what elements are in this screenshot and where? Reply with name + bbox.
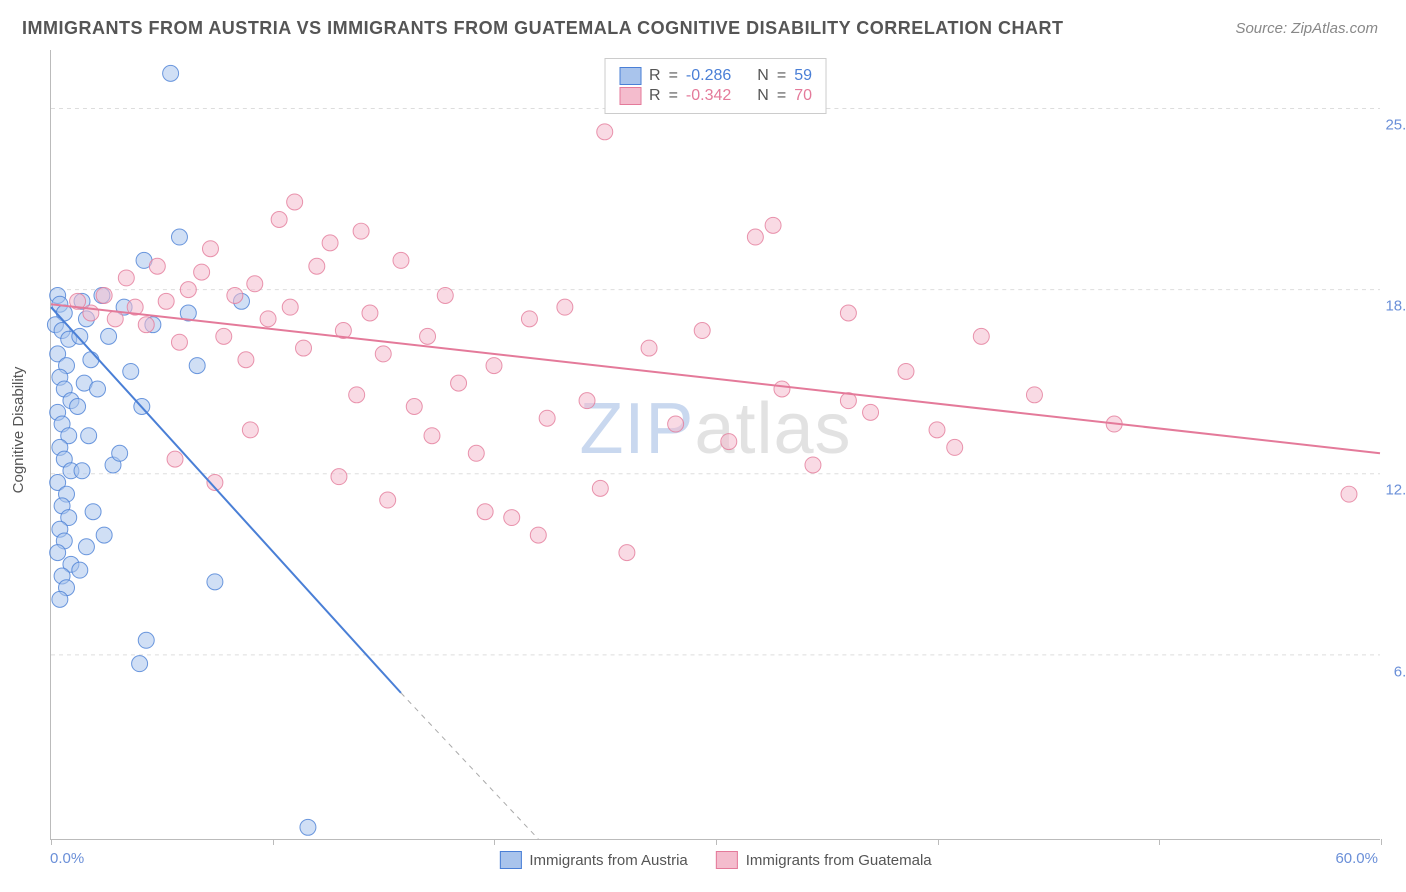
x-tick <box>1159 839 1160 845</box>
x-tick <box>51 839 52 845</box>
legend-eq: = <box>669 87 678 105</box>
legend-r-label: R <box>649 67 661 85</box>
legend-eq: = <box>669 67 678 85</box>
y-tick-label: 18.8% <box>1368 297 1406 314</box>
legend-row-guatemala: R = -0.342 N = 70 <box>619 87 812 105</box>
legend-item-guatemala: Immigrants from Guatemala <box>716 851 932 869</box>
chart-svg <box>51 50 1380 839</box>
x-tick <box>273 839 274 845</box>
legend-n-value-austria: 59 <box>794 67 812 85</box>
y-axis-title: Cognitive Disability <box>10 367 27 494</box>
legend-label-austria: Immigrants from Austria <box>529 852 687 869</box>
legend-eq: = <box>777 67 786 85</box>
legend-n-label: N <box>757 87 769 105</box>
y-tick-label: 6.3% <box>1368 663 1406 680</box>
legend-r-value-guatemala: -0.342 <box>686 87 731 105</box>
x-axis-max-label: 60.0% <box>1335 850 1378 867</box>
x-tick <box>494 839 495 845</box>
legend-r-value-austria: -0.286 <box>686 67 731 85</box>
legend-n-value-guatemala: 70 <box>794 87 812 105</box>
y-tick-label: 25.0% <box>1368 116 1406 133</box>
legend-eq: = <box>777 87 786 105</box>
legend-swatch-austria <box>619 67 641 85</box>
legend-series: Immigrants from Austria Immigrants from … <box>499 851 931 869</box>
legend-row-austria: R = -0.286 N = 59 <box>619 67 812 85</box>
x-tick <box>716 839 717 845</box>
legend-correlation: R = -0.286 N = 59 R = -0.342 N = 70 <box>604 58 827 114</box>
legend-swatch-austria <box>499 851 521 869</box>
x-tick <box>1381 839 1382 845</box>
plot-area: ZIPatlas R = -0.286 N = 59 R = -0.342 N … <box>50 50 1380 840</box>
x-axis-min-label: 0.0% <box>50 850 84 867</box>
legend-swatch-guatemala <box>716 851 738 869</box>
source-attribution: Source: ZipAtlas.com <box>1235 20 1378 37</box>
legend-label-guatemala: Immigrants from Guatemala <box>746 852 932 869</box>
legend-n-label: N <box>757 67 769 85</box>
legend-r-label: R <box>649 87 661 105</box>
chart-title: IMMIGRANTS FROM AUSTRIA VS IMMIGRANTS FR… <box>22 18 1063 39</box>
legend-item-austria: Immigrants from Austria <box>499 851 687 869</box>
y-tick-label: 12.5% <box>1368 482 1406 499</box>
legend-swatch-guatemala <box>619 87 641 105</box>
x-tick <box>938 839 939 845</box>
